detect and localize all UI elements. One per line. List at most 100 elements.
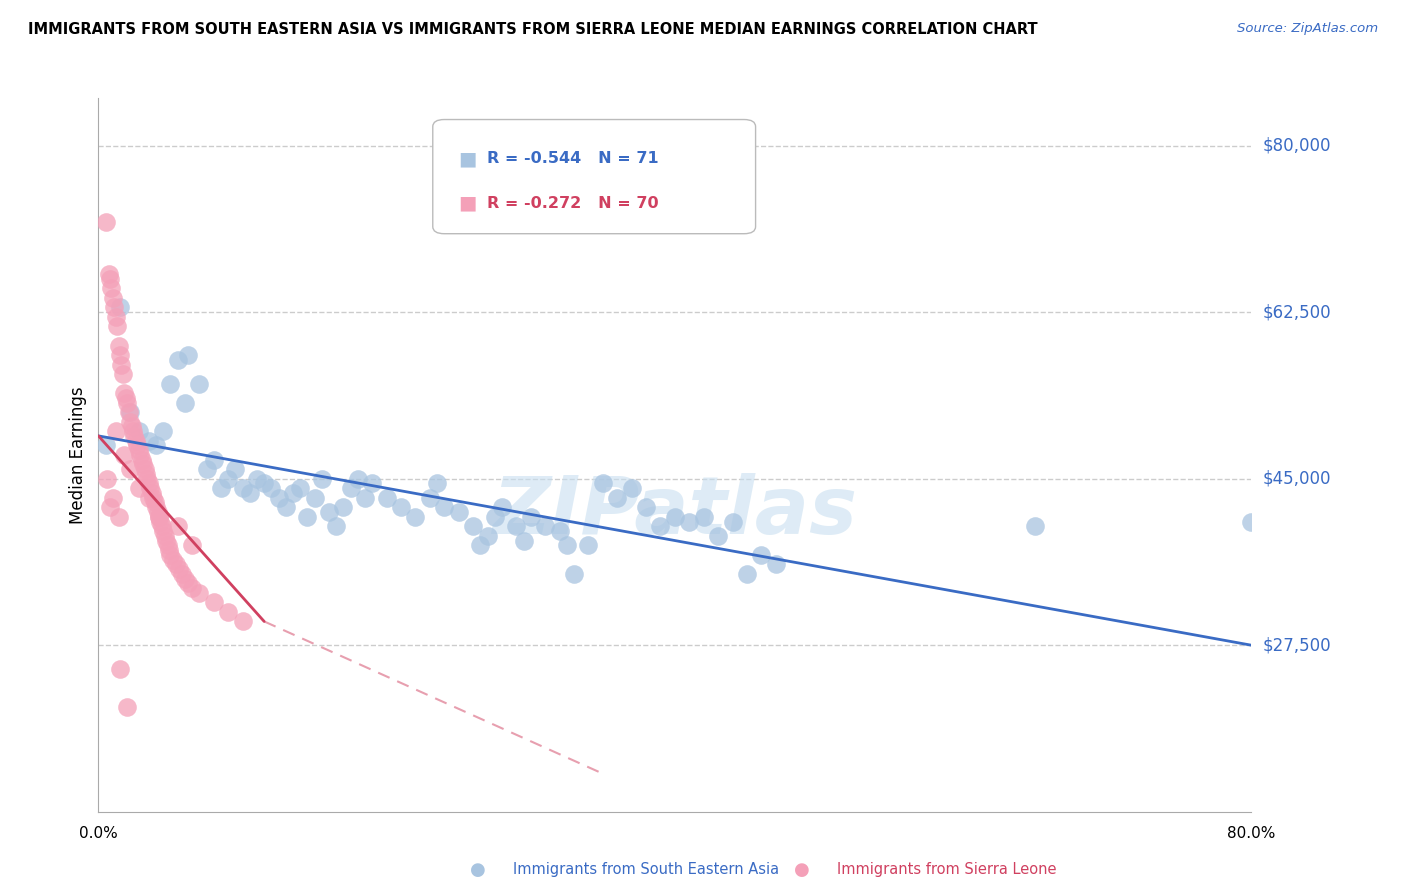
Point: [138, 476, 160, 491]
Point: [120, 405, 142, 419]
Point: [111, 367, 134, 381]
Point: [239, 486, 262, 500]
Point: [148, 509, 170, 524]
Point: [202, 452, 225, 467]
Point: [155, 533, 177, 548]
Point: [129, 448, 152, 462]
Point: [152, 524, 174, 538]
Text: ■: ■: [458, 149, 477, 169]
Point: [195, 462, 218, 476]
Point: [134, 462, 156, 476]
Point: [122, 424, 145, 438]
Point: [678, 515, 700, 529]
Point: [592, 476, 614, 491]
Point: [297, 509, 319, 524]
Text: ●: ●: [793, 861, 810, 879]
Point: [346, 472, 368, 486]
Point: [217, 472, 239, 486]
Point: [107, 509, 129, 524]
Text: Immigrants from Sierra Leone: Immigrants from Sierra Leone: [837, 863, 1056, 877]
Point: [470, 538, 492, 552]
Point: [112, 448, 135, 462]
Text: Immigrants from South Eastern Asia: Immigrants from South Eastern Asia: [513, 863, 779, 877]
Point: [231, 615, 254, 629]
Point: [104, 424, 127, 438]
Point: [127, 438, 149, 452]
Point: [735, 566, 758, 581]
Point: [103, 301, 125, 315]
Point: [120, 462, 142, 476]
Point: [132, 458, 155, 472]
Point: [96, 472, 118, 486]
Point: [555, 538, 578, 552]
Point: [152, 424, 174, 438]
Point: [231, 481, 254, 495]
Point: [141, 486, 163, 500]
Point: [636, 500, 658, 515]
Point: [94, 438, 117, 452]
Point: [260, 481, 283, 495]
Point: [162, 552, 184, 566]
Point: [202, 595, 225, 609]
Point: [105, 319, 128, 334]
Point: [491, 500, 513, 515]
Point: [101, 491, 124, 505]
Point: [145, 500, 167, 515]
Text: R = -0.272   N = 70: R = -0.272 N = 70: [486, 195, 658, 211]
Point: [765, 558, 787, 572]
Point: [98, 500, 121, 515]
Point: [150, 519, 173, 533]
Point: [143, 495, 166, 509]
Point: [433, 500, 456, 515]
Point: [124, 429, 146, 443]
Point: [177, 576, 200, 591]
Point: [118, 405, 141, 419]
Point: [142, 491, 165, 505]
Point: [707, 529, 730, 543]
Point: [389, 500, 412, 515]
Point: [121, 419, 143, 434]
Point: [145, 438, 167, 452]
Point: [156, 538, 179, 552]
Point: [246, 472, 269, 486]
Point: [281, 486, 304, 500]
Point: [174, 395, 197, 409]
Point: [209, 481, 232, 495]
Point: [181, 581, 204, 595]
Point: [108, 348, 131, 362]
Point: [159, 376, 181, 391]
Point: [325, 519, 347, 533]
Point: [149, 515, 172, 529]
Text: ■: ■: [458, 194, 477, 212]
Point: [217, 605, 239, 619]
Point: [318, 505, 340, 519]
Point: [405, 509, 427, 524]
Point: [693, 509, 716, 524]
Point: [157, 543, 180, 558]
Point: [100, 281, 122, 295]
Point: [138, 434, 160, 448]
Point: [98, 272, 121, 286]
Text: Source: ZipAtlas.com: Source: ZipAtlas.com: [1237, 22, 1378, 36]
Point: [146, 505, 169, 519]
Point: [170, 566, 193, 581]
Text: $27,500: $27,500: [1263, 636, 1331, 654]
Point: [304, 491, 326, 505]
Point: [166, 352, 188, 367]
Point: [664, 509, 686, 524]
Point: [419, 491, 441, 505]
Point: [484, 509, 506, 524]
Point: [505, 519, 527, 533]
Point: [108, 662, 131, 676]
Point: [477, 529, 499, 543]
Point: [131, 452, 153, 467]
Point: [166, 519, 188, 533]
Point: [153, 529, 176, 543]
Point: [578, 538, 600, 552]
Point: [159, 548, 181, 562]
Point: [562, 566, 585, 581]
Text: $45,000: $45,000: [1263, 470, 1331, 488]
Point: [224, 462, 246, 476]
Point: [461, 519, 484, 533]
Point: [138, 491, 160, 505]
